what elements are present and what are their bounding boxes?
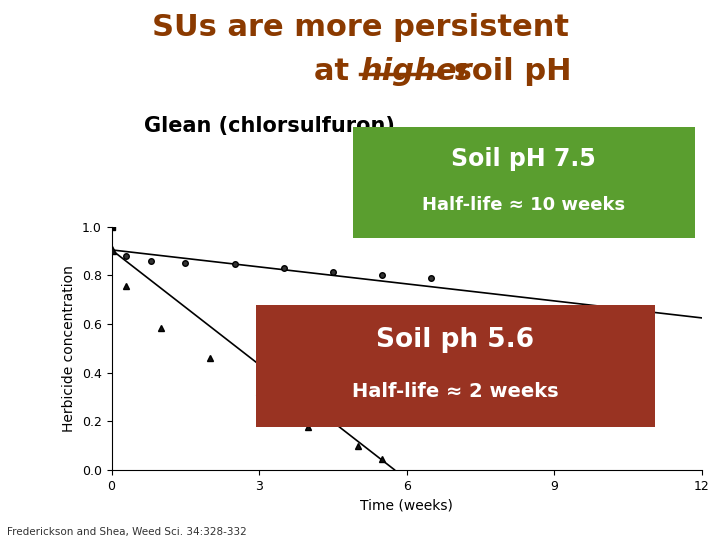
- Text: Half-life ≈ 10 weeks: Half-life ≈ 10 weeks: [422, 197, 626, 214]
- Text: Soil pH 7.5: Soil pH 7.5: [451, 147, 596, 171]
- Text: soil pH: soil pH: [443, 57, 571, 86]
- Text: SUs are more persistent: SUs are more persistent: [151, 14, 569, 43]
- Text: Half-life ≈ 2 weeks: Half-life ≈ 2 weeks: [352, 382, 559, 401]
- Text: Glean (chlorsulfuron): Glean (chlorsulfuron): [144, 116, 395, 136]
- Text: Frederickson and Shea, Weed Sci. 34:328-332: Frederickson and Shea, Weed Sci. 34:328-…: [7, 527, 247, 537]
- X-axis label: Time (weeks): Time (weeks): [361, 498, 453, 512]
- Text: Soil ph 5.6: Soil ph 5.6: [377, 327, 534, 353]
- Text: higher: higher: [360, 57, 472, 86]
- Text: at: at: [314, 57, 360, 86]
- Y-axis label: Herbicide concentration: Herbicide concentration: [63, 265, 76, 432]
